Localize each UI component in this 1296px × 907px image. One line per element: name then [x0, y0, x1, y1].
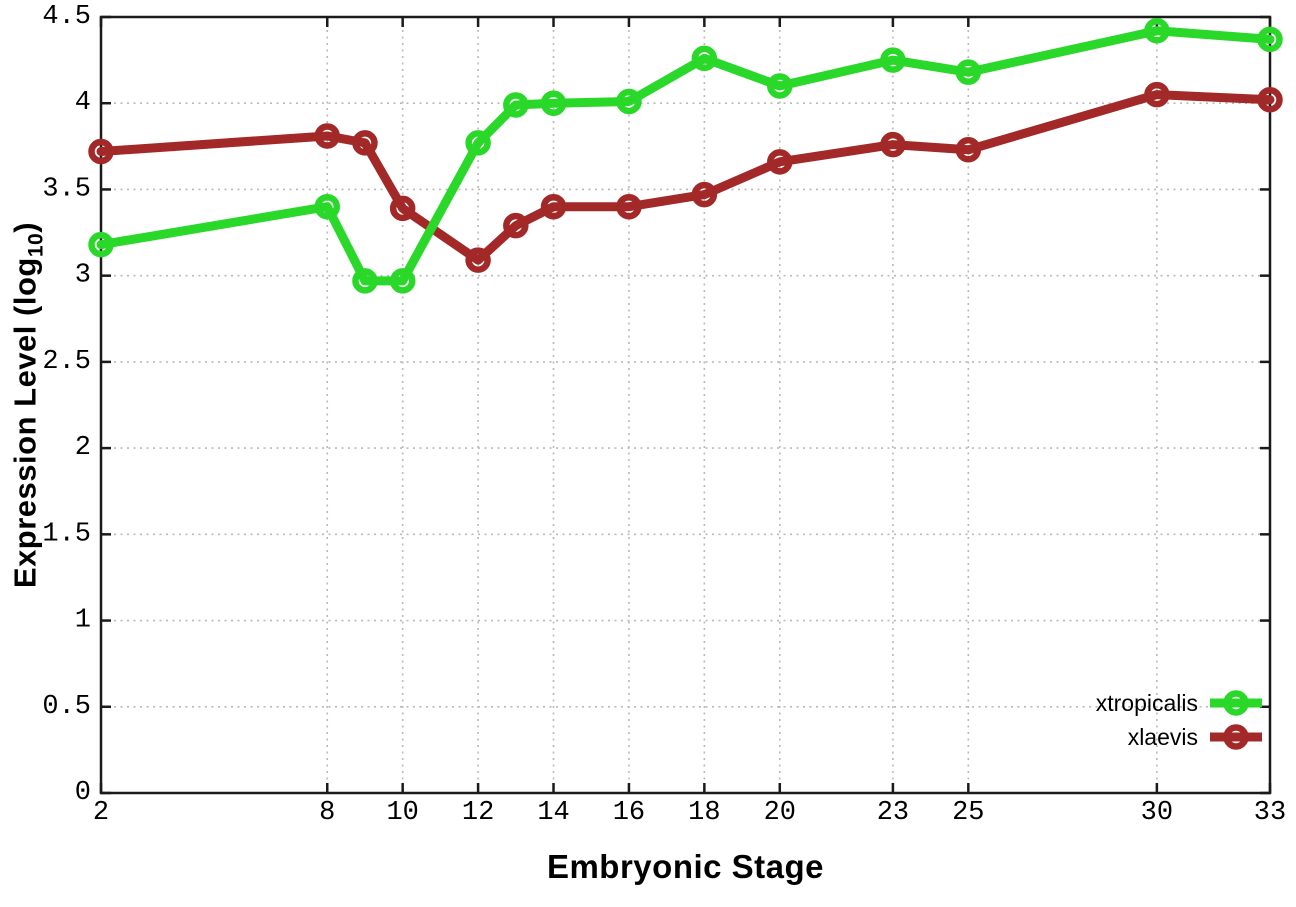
data-point-xtropicalis: [691, 45, 718, 72]
plot-border: [99, 15, 1272, 795]
data-point-xlaevis: [352, 130, 378, 156]
data-point-xtropicalis: [955, 59, 982, 85]
legend-item-xlaevis: xlaevis: [1128, 720, 1263, 754]
data-point-xtropicalis: [389, 268, 416, 294]
x-axis-title: Embryonic Stage: [546, 848, 825, 885]
data-point-xtropicalis: [352, 268, 378, 294]
data-point-xlaevis: [314, 123, 341, 149]
x-tick-label: 20: [764, 798, 796, 828]
series-line-xlaevis: [96, 90, 1275, 265]
data-point-xlaevis: [503, 212, 529, 239]
data-point-xtropicalis: [465, 130, 491, 156]
data-point-xlaevis: [616, 193, 642, 220]
y-tick-label: 2.5: [42, 347, 91, 377]
x-tick-label: 8: [319, 798, 335, 828]
data-point-xtropicalis: [1144, 18, 1170, 44]
y-axis-title: Expression Level (log10): [7, 222, 48, 588]
data-point-xlaevis: [691, 181, 718, 208]
data-point-xtropicalis: [1257, 26, 1283, 53]
data-point-xtropicalis: [767, 73, 793, 99]
data-point-xtropicalis: [540, 90, 567, 116]
x-tick-label: 25: [952, 798, 984, 828]
legend: xtropicalis xlaevis: [1096, 686, 1263, 754]
data-point-xlaevis: [540, 193, 567, 220]
y-tick-label: 4: [75, 88, 91, 118]
x-tick-label: 12: [462, 798, 494, 828]
y-tick-label: 2: [75, 433, 91, 463]
legend-item-xtropicalis: xtropicalis: [1096, 686, 1263, 720]
data-point-xlaevis: [767, 149, 793, 175]
y-tick-label: 1.5: [42, 519, 91, 549]
y-tick-label: 1: [75, 606, 91, 636]
x-tick-label: 10: [386, 798, 418, 828]
data-point-xlaevis: [389, 195, 416, 222]
data-point-xlaevis: [880, 131, 906, 158]
data-point-xtropicalis: [880, 47, 906, 73]
x-tick-label: 30: [1141, 798, 1173, 828]
legend-label-xlaevis: xlaevis: [1127, 723, 1198, 750]
y-axis-title-subscript: 10: [24, 232, 48, 258]
y-axis-title-text: Expression Level (log: [7, 257, 43, 589]
legend-marker-icon-xtropicalis: [1210, 690, 1262, 716]
legend-marker-icon-xlaevis: [1210, 724, 1262, 750]
y-tick-label: 3.5: [42, 174, 91, 204]
y-tick-label: 0: [75, 778, 91, 808]
x-tick-label: 14: [537, 798, 569, 828]
y-tick-label: 3: [75, 261, 91, 291]
data-point-xtropicalis: [88, 231, 114, 258]
data-point-xlaevis: [1144, 81, 1170, 108]
x-tick-label: 23: [877, 798, 909, 828]
x-tick-label: 18: [688, 798, 720, 828]
legend-label-xtropicalis: xtropicalis: [1095, 689, 1198, 716]
data-point-xlaevis: [88, 138, 114, 165]
data-point-xtropicalis: [314, 193, 341, 220]
data-point-xtropicalis: [616, 88, 642, 115]
x-tick-label: 33: [1254, 798, 1286, 828]
y-tick-label: 0.5: [42, 692, 91, 722]
data-point-xlaevis: [465, 247, 491, 273]
y-tick-label: 4.5: [42, 2, 91, 32]
series-line-xtropicalis: [96, 26, 1275, 286]
x-tick-label: 2: [93, 798, 109, 828]
x-tick-label: 16: [613, 798, 645, 828]
data-point-xtropicalis: [503, 92, 529, 118]
data-point-xlaevis: [955, 137, 982, 163]
y-axis-title-close: ): [7, 221, 43, 233]
data-point-xlaevis: [1257, 87, 1283, 113]
